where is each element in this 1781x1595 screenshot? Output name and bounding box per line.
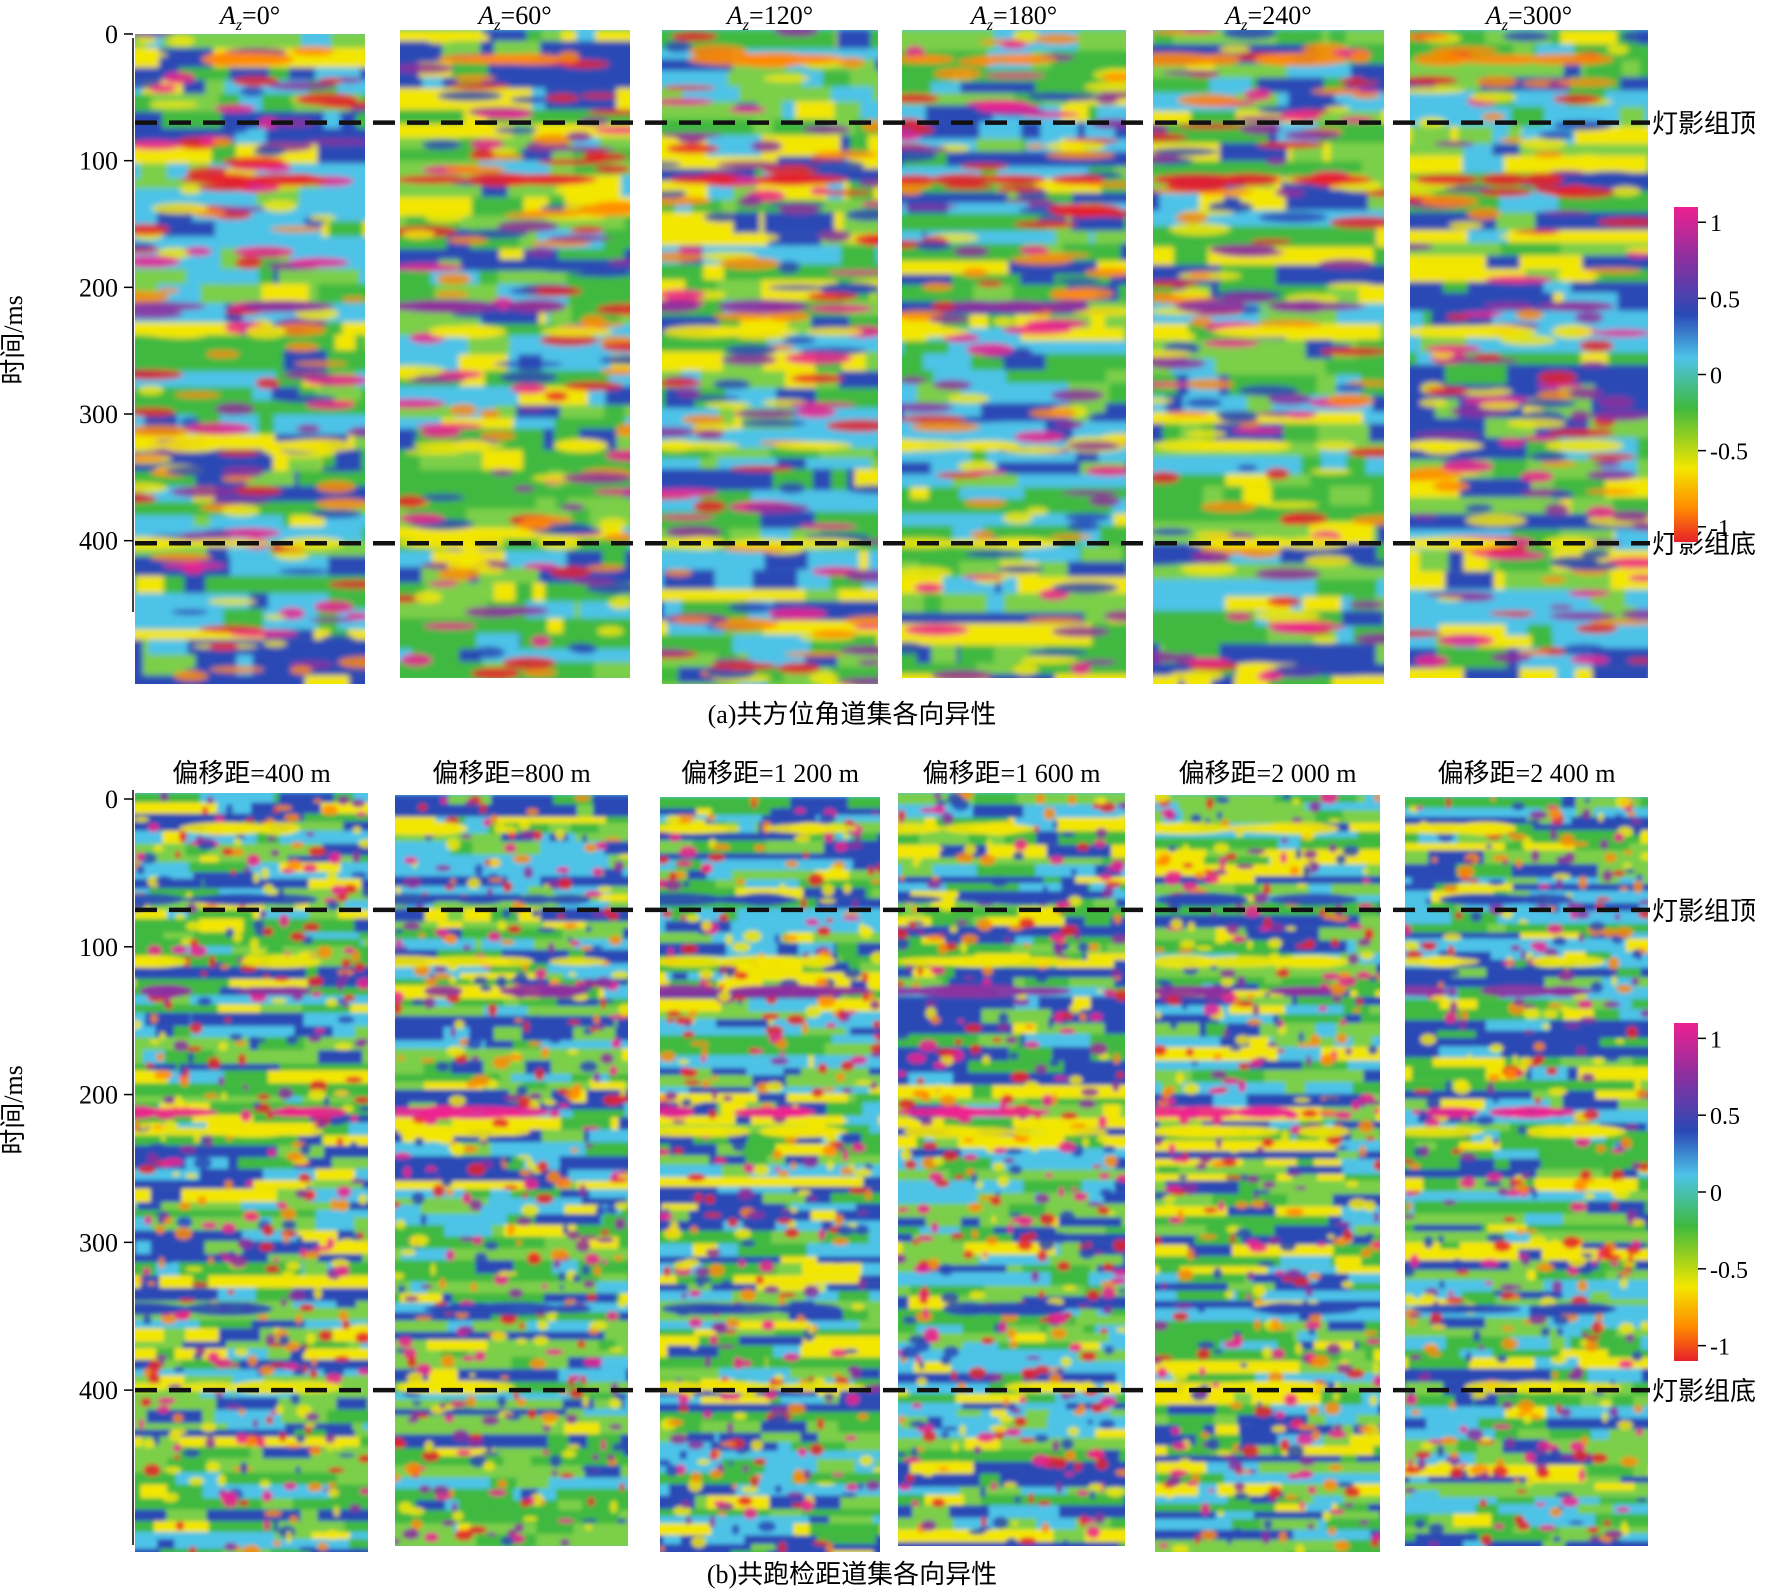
- y-tick-label: 200: [79, 273, 118, 302]
- colorbar-tick-label: -0.5: [1710, 440, 1748, 466]
- horizon-bottom-label: 灯影组底: [1652, 530, 1756, 559]
- horizon-top-label: 灯影组顶: [1652, 110, 1756, 139]
- azimuth-gather: [1410, 30, 1648, 678]
- gather-title: 偏移距=2 400 m: [1438, 759, 1616, 788]
- gather-title: 偏移距=2 000 m: [1179, 759, 1357, 788]
- azimuth-gather: [400, 30, 630, 678]
- colorbar-tick-label: 1: [1710, 1027, 1722, 1053]
- panel-a-y-axis-label: 时间/ms: [0, 295, 28, 385]
- offset-gather: [1155, 795, 1380, 1552]
- gather-title: 偏移距=1 600 m: [923, 759, 1101, 788]
- azimuth-gather: [662, 30, 878, 684]
- panel-b-y-axis-label: 时间/ms: [0, 1065, 28, 1155]
- gather-title: Az=300°: [1484, 1, 1572, 34]
- gather-title: 偏移距=400 m: [172, 759, 330, 788]
- offset-gather: [898, 793, 1125, 1546]
- gather-title: Az=0°: [218, 1, 280, 34]
- panel-b-colorbar-bar: [1674, 1023, 1698, 1361]
- y-tick-label: 400: [79, 1376, 118, 1405]
- panel-b-caption: (b)共跑检距道集各向异性: [707, 1560, 997, 1589]
- colorbar-tick-label: 0.5: [1710, 287, 1740, 313]
- colorbar-tick-label: 1: [1710, 211, 1722, 237]
- gather-title: Az=240°: [1223, 1, 1311, 34]
- azimuth-gather: [135, 34, 365, 684]
- panel-a-colorbar-bar: [1674, 207, 1698, 542]
- offset-gather: [395, 795, 628, 1546]
- colorbar-tick-label: 0.5: [1710, 1104, 1740, 1130]
- panel-a-colorbar: 1 0.5 0 -0.5 -1: [1674, 207, 1748, 542]
- gather-title: Az=120°: [725, 1, 813, 34]
- panel-b-horizons: [135, 907, 1650, 1393]
- horizon-bottom-label: 灯影组底: [1652, 1377, 1756, 1406]
- horizon-top-label: 灯影组顶: [1652, 897, 1756, 926]
- y-tick-label: 100: [79, 147, 118, 176]
- colorbar-tick-label: 0: [1710, 1181, 1722, 1207]
- gather-title: 偏移距=800 m: [432, 759, 590, 788]
- panel-a-gathers: [135, 30, 1648, 684]
- gather-title: Az=180°: [969, 1, 1057, 34]
- azimuth-gather: [1153, 30, 1384, 684]
- colorbar-tick-label: -1: [1710, 1335, 1730, 1361]
- y-tick-label: 400: [79, 527, 118, 556]
- offset-gather: [660, 797, 880, 1552]
- panel-a-y-axis: 0 100 200 300 400 时间/ms: [0, 20, 134, 612]
- y-tick-label: 300: [79, 1228, 118, 1257]
- offset-gather: [135, 793, 368, 1552]
- panel-a-gather-titles: Az=0° Az=60° Az=120° Az=180° Az=240° Az=300°: [218, 1, 1572, 34]
- panel-b-gathers: [135, 793, 1648, 1552]
- y-tick-label: 0: [105, 785, 118, 814]
- panel-a-horizons: [135, 120, 1650, 546]
- colorbar-tick-label: -0.5: [1710, 1258, 1748, 1284]
- panel-b-colorbar: 1 0.5 0 -0.5 -1: [1674, 1023, 1748, 1361]
- y-tick-label: 300: [79, 400, 118, 429]
- y-tick-label: 200: [79, 1081, 118, 1110]
- panel-b-y-axis: 0 100 200 300 400 时间/ms: [0, 785, 134, 1545]
- y-tick-label: 0: [105, 20, 118, 49]
- panel-a-caption: (a)共方位角道集各向异性: [708, 700, 997, 729]
- azimuth-gather: [902, 30, 1126, 678]
- gather-title: 偏移距=1 200 m: [681, 759, 859, 788]
- colorbar-tick-label: 0: [1710, 364, 1722, 390]
- gather-title: Az=60°: [476, 1, 551, 34]
- colorbar-tick-label: -1: [1710, 516, 1730, 542]
- panel-b-gather-titles: 偏移距=400 m 偏移距=800 m 偏移距=1 200 m 偏移距=1 600 m…: [172, 759, 1615, 788]
- offset-gather: [1405, 797, 1648, 1546]
- y-tick-label: 100: [79, 933, 118, 962]
